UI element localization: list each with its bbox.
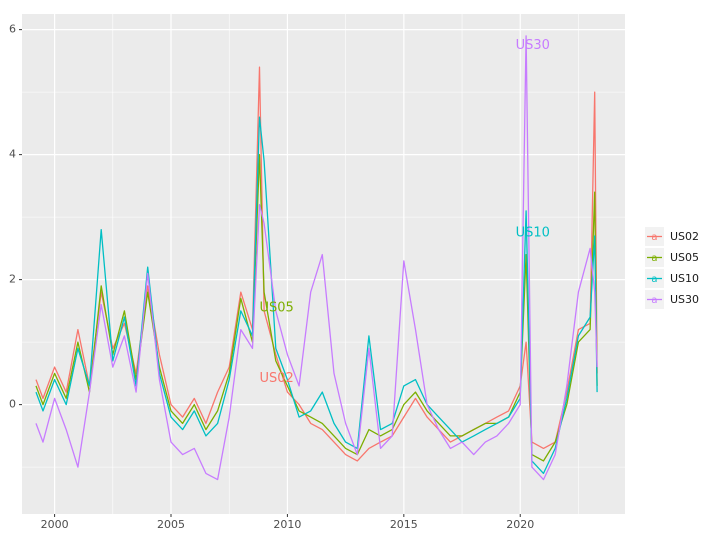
y-tick-label: 2 (9, 273, 16, 286)
legend-glyph: a (651, 232, 657, 243)
x-tick-label: 2010 (273, 518, 301, 531)
x-tick-label: 2005 (157, 518, 185, 531)
series-line-us30 (35, 35, 598, 481)
annotation-us05: US05 (259, 300, 293, 315)
y-axis: 0 2 4 6 (9, 23, 22, 411)
legend-glyph: a (651, 253, 657, 264)
annotation-us02: US02 (259, 371, 293, 386)
x-tick-label: 2000 (41, 518, 69, 531)
legend-label-us30: US30 (670, 293, 699, 306)
series-lines (35, 35, 598, 481)
legend: a US02 a US05 a US10 a US30 (645, 227, 699, 309)
y-tick-label: 4 (9, 148, 16, 161)
legend-label-us02: US02 (670, 230, 699, 243)
annotation-us30: US30 (516, 38, 550, 53)
x-tick-label: 2015 (390, 518, 418, 531)
series-line-us10 (35, 116, 598, 475)
y-tick-label: 0 (9, 398, 16, 411)
annotation-us10: US10 (516, 225, 550, 240)
major-gridlines (22, 14, 625, 514)
x-axis: 2000 2005 2010 2015 2020 (41, 514, 534, 531)
x-tick-label: 2020 (506, 518, 534, 531)
y-tick-label: 6 (9, 23, 16, 36)
legend-glyph: a (651, 274, 657, 285)
legend-label-us10: US10 (670, 272, 699, 285)
legend-label-us05: US05 (670, 251, 699, 264)
minor-gridlines (22, 14, 625, 514)
legend-glyph: a (651, 295, 657, 306)
series-annotations: US30 US10 US05 US02 (259, 38, 549, 386)
